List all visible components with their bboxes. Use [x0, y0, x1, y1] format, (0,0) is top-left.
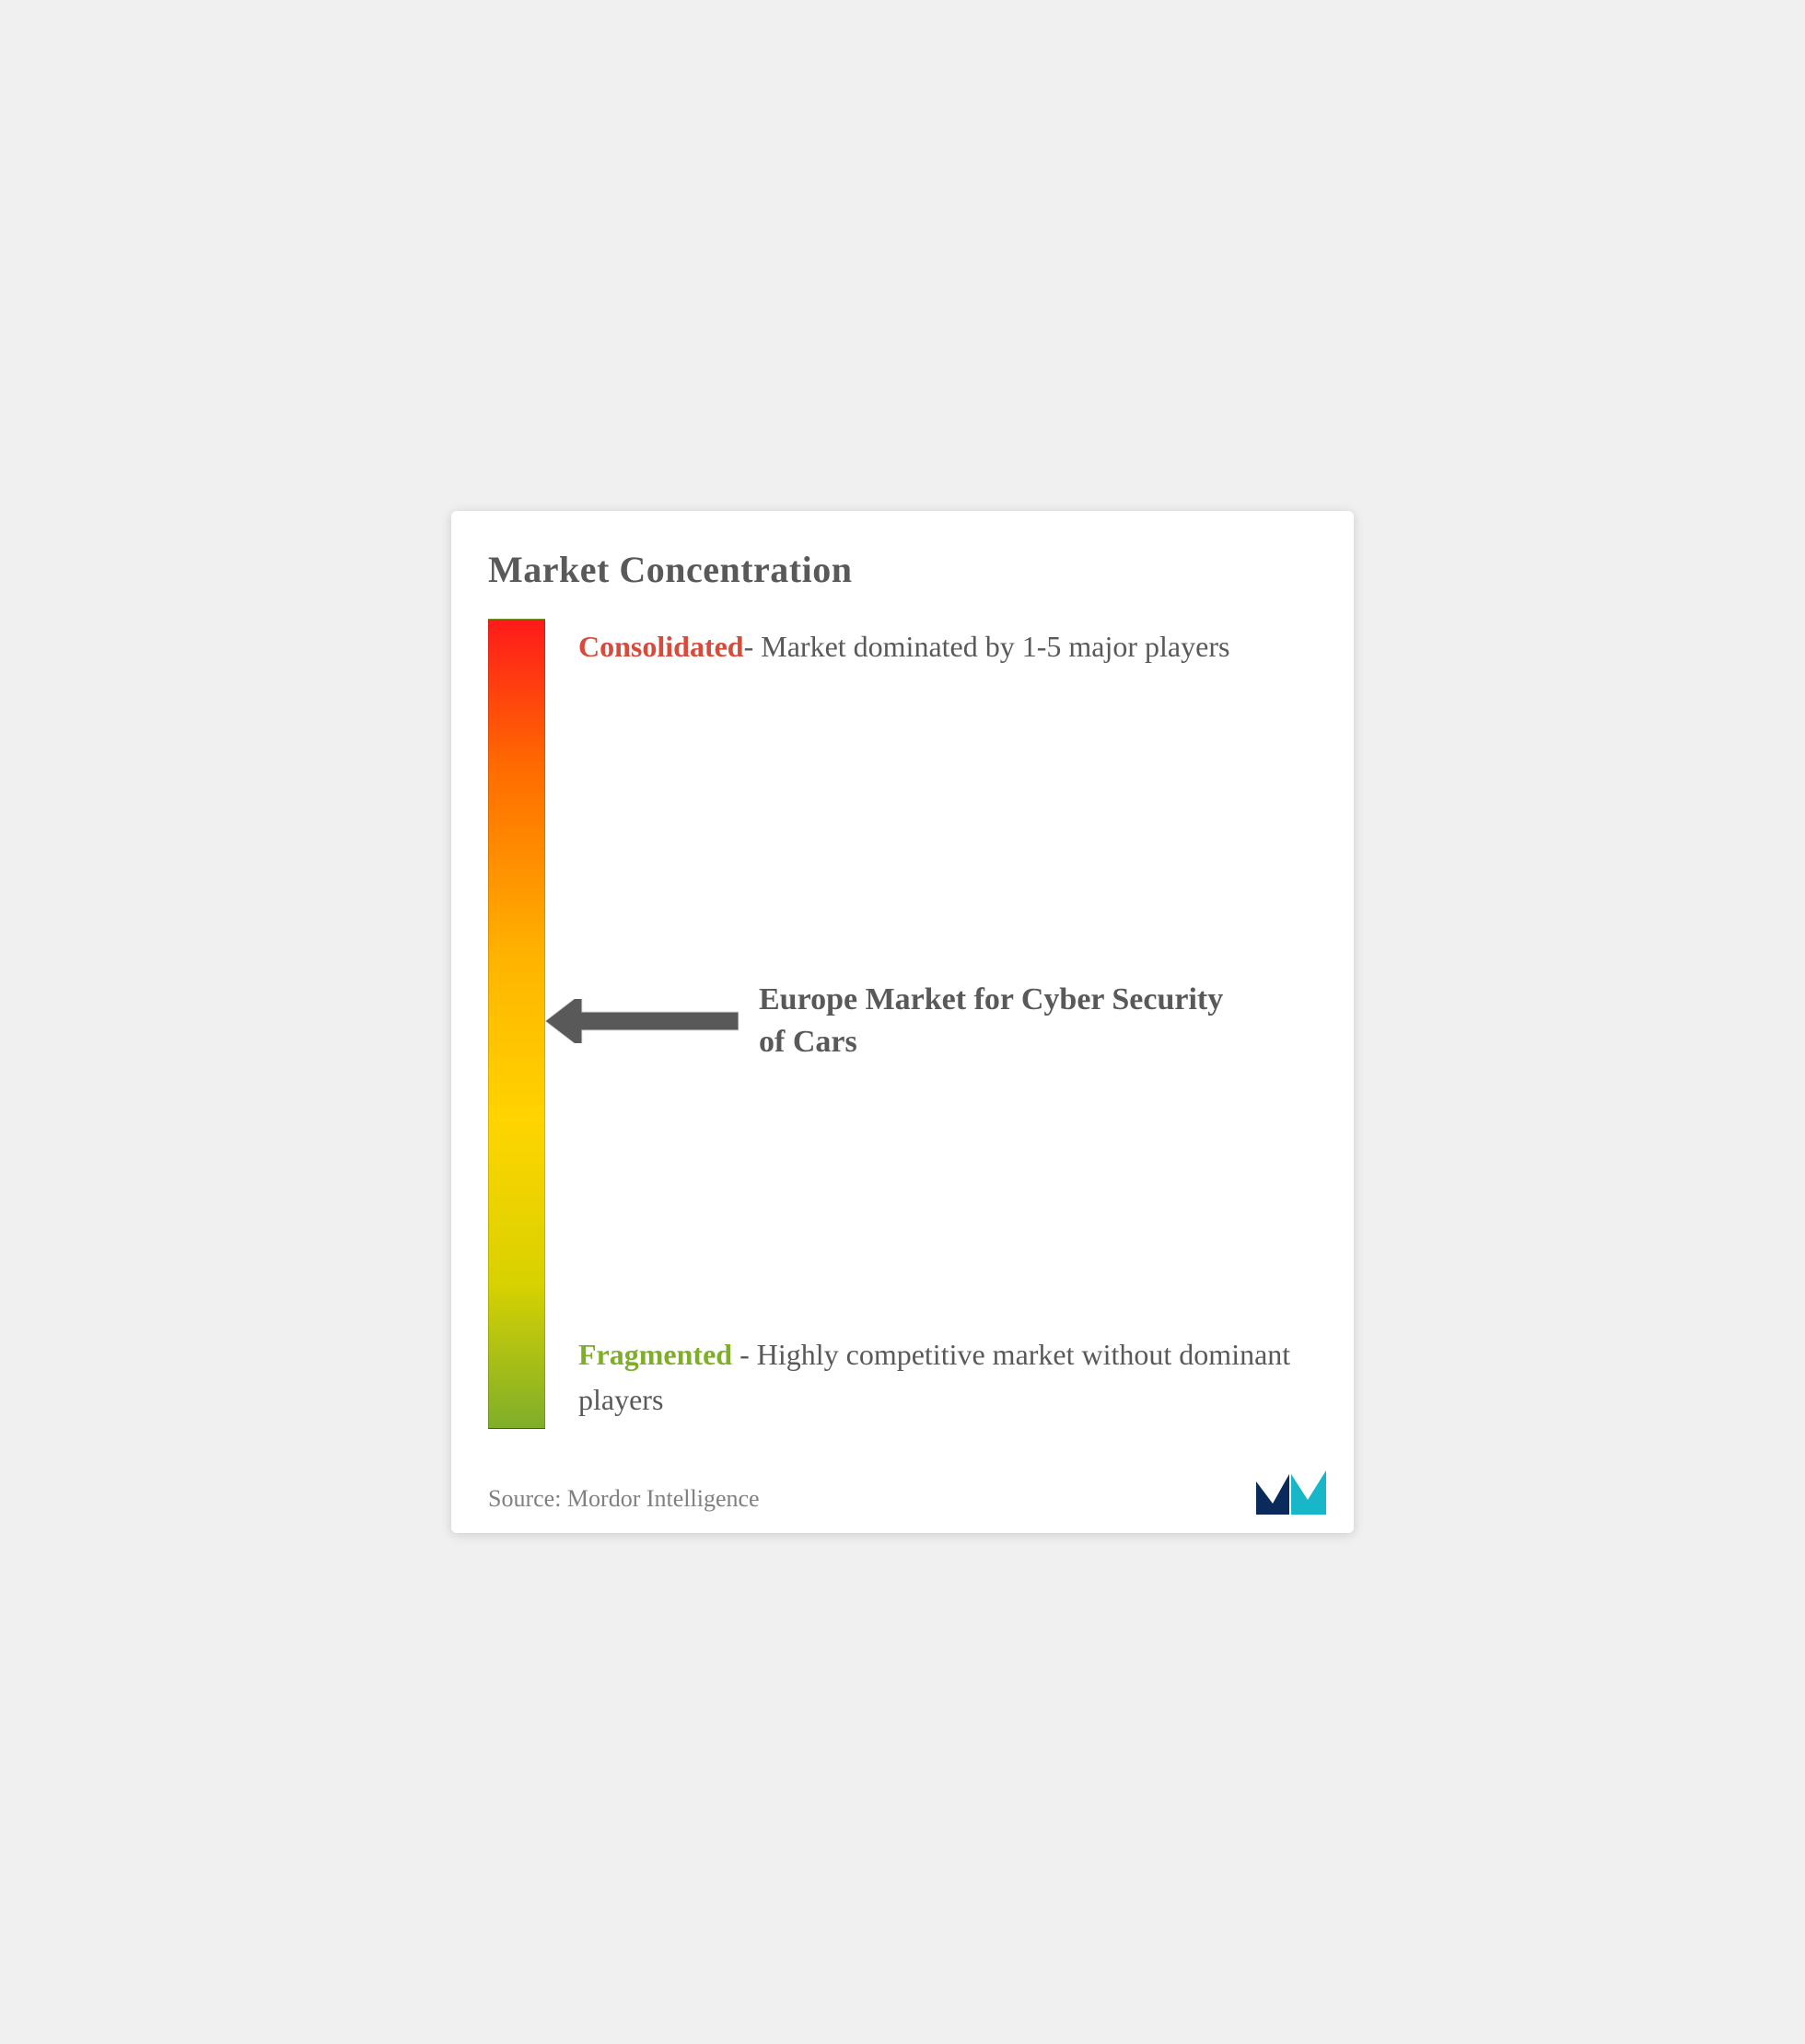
consolidated-text: - Market dominated by 1-5 major players — [744, 630, 1230, 663]
source-line: Source: Mordor Intelligence — [488, 1485, 760, 1513]
concentration-gradient-bar — [488, 619, 545, 1429]
source-prefix: Source: — [488, 1485, 567, 1512]
consolidated-label: Consolidated- Market dominated by 1-5 ma… — [578, 624, 1298, 670]
label-column: Consolidated- Market dominated by 1-5 ma… — [545, 619, 1317, 1429]
fragmented-keyword: Fragmented — [578, 1338, 732, 1371]
chart-title: Market Concentration — [488, 548, 1317, 591]
infographic-card: Market Concentration Consolidated- Marke… — [451, 511, 1354, 1533]
source-name: Mordor Intelligence — [567, 1485, 760, 1512]
chart-body: Consolidated- Market dominated by 1-5 ma… — [488, 619, 1317, 1429]
fragmented-label: Fragmented - Highly competitive market w… — [578, 1332, 1298, 1423]
arrow-left-icon — [545, 999, 739, 1043]
consolidated-keyword: Consolidated — [578, 630, 744, 663]
pointer-label: Europe Market for Cyber Security of Cars — [759, 979, 1238, 1063]
mordor-logo-icon — [1254, 1469, 1328, 1516]
market-pointer: Europe Market for Cyber Security of Cars — [545, 979, 1238, 1063]
